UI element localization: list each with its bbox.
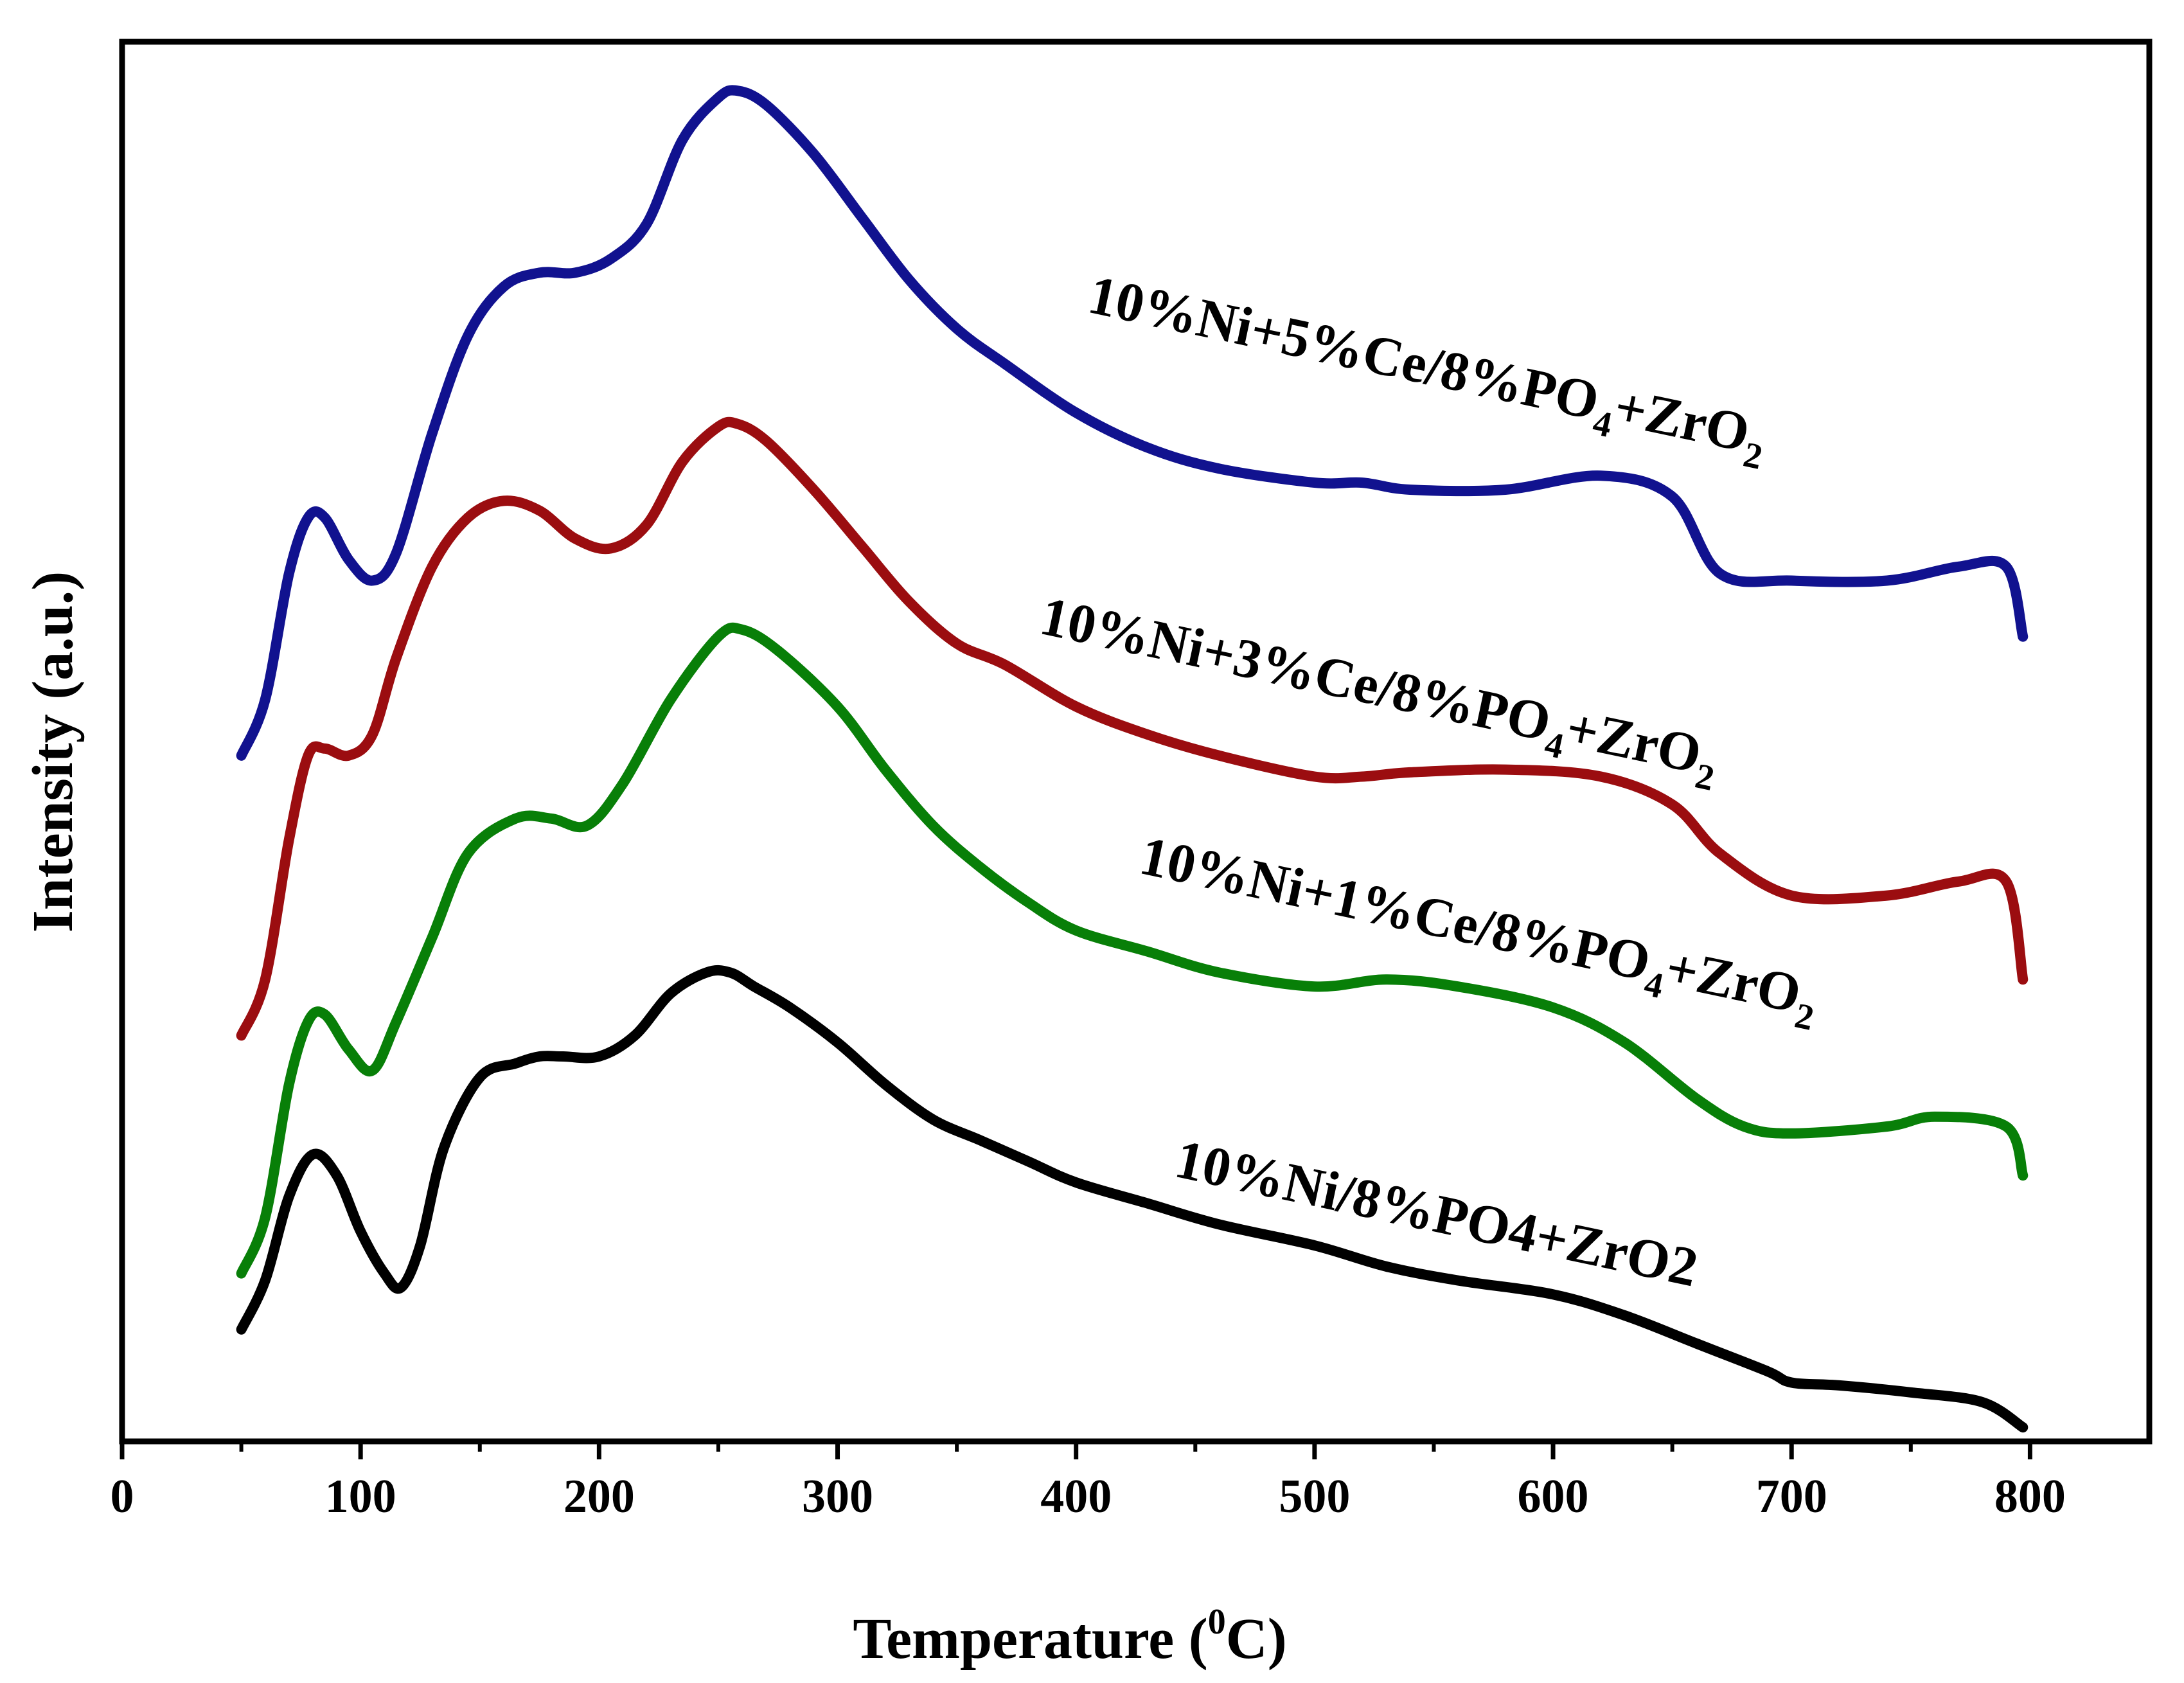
x-tick-label: 300	[802, 1470, 873, 1523]
series-label-part: +ZrO	[1609, 375, 1755, 464]
x-axis-ticks: 0 100 200 300 400 500 600 700 800	[111, 1441, 2066, 1523]
x-axis-title: Temperature (0C)	[853, 1602, 1286, 1671]
series-line-3	[236, 85, 2029, 761]
x-axis-title-unit: C)	[1226, 1607, 1287, 1671]
series-line-0	[236, 965, 2029, 1433]
series-label-part: +ZrO	[1660, 936, 1806, 1025]
series-label-ni5ce: 10%Ni+5%Ce/8%PO4+ZrO2	[1081, 263, 1773, 477]
x-tick-label: 700	[1756, 1470, 1827, 1523]
series-lines	[236, 85, 2029, 1433]
svg-text:10%Ni+5%Ce/8%PO4+ZrO2: 10%Ni+5%Ce/8%PO4+ZrO2	[1081, 263, 1773, 477]
y-axis-title: Intensity (a.u.)	[21, 571, 85, 933]
series-line-2	[236, 416, 2029, 1041]
series-label-ni3ce: 10%Ni+3%Ce/8%PO4+ZrO2	[1033, 585, 1725, 799]
x-tick-label: 0	[111, 1470, 134, 1523]
plot-frame	[119, 39, 2153, 1445]
svg-text:10%Ni+3%Ce/8%PO4+ZrO2: 10%Ni+3%Ce/8%PO4+ZrO2	[1033, 585, 1725, 799]
x-tick-label: 600	[1518, 1470, 1589, 1523]
x-tick-label: 200	[564, 1470, 635, 1523]
series-label-part: 10%Ni+5%Ce/8%PO	[1083, 263, 1604, 432]
x-tick-label: 800	[1994, 1470, 2066, 1523]
x-axis-title-main: Temperature (	[853, 1607, 1207, 1671]
series-line-1	[236, 622, 2029, 1279]
x-tick-label: 100	[325, 1470, 396, 1523]
x-axis-title-superscript: 0	[1208, 1602, 1226, 1642]
x-tick-label: 400	[1040, 1470, 1112, 1523]
x-tick-label: 500	[1279, 1470, 1350, 1523]
